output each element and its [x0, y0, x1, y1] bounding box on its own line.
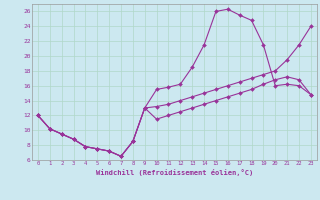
- X-axis label: Windchill (Refroidissement éolien,°C): Windchill (Refroidissement éolien,°C): [96, 169, 253, 176]
